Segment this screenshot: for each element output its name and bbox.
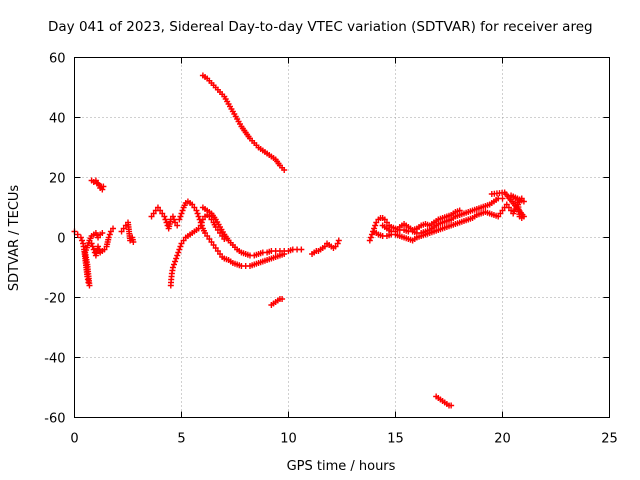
y-tick-label: 0 <box>57 232 65 247</box>
data-point <box>110 225 117 232</box>
track-low-9.5h <box>268 296 286 308</box>
x-tick-label: 10 <box>280 432 297 447</box>
track-low-17h <box>433 393 455 409</box>
data-point <box>172 258 179 265</box>
data-point <box>77 234 84 241</box>
data-point <box>177 213 184 220</box>
data-point <box>175 249 182 256</box>
data-point <box>488 191 495 197</box>
plot-frame <box>74 57 610 418</box>
data-point <box>279 296 286 302</box>
data-point <box>176 216 183 223</box>
data-point <box>100 183 107 190</box>
track-end-20-21h <box>488 189 527 221</box>
track-cluster-mid <box>379 207 463 235</box>
data-point <box>78 237 85 244</box>
data-point <box>298 246 305 253</box>
data-points <box>71 72 527 409</box>
data-point <box>169 264 176 271</box>
x-tick-label: 20 <box>494 432 511 447</box>
data-point <box>99 230 106 236</box>
data-point <box>178 210 185 217</box>
data-point <box>367 234 374 241</box>
data-point <box>448 402 455 409</box>
data-point <box>95 243 102 250</box>
track-upper-descent <box>199 72 288 173</box>
data-point <box>335 237 342 244</box>
data-point <box>99 186 106 193</box>
track-cluster-lower <box>371 209 502 244</box>
data-point <box>174 222 181 229</box>
data-point <box>281 167 288 173</box>
data-point <box>372 222 379 229</box>
track-loop-6h <box>199 204 305 259</box>
track-early-scatter <box>88 225 117 259</box>
data-point <box>198 222 205 229</box>
y-tick-label: -20 <box>44 292 65 307</box>
y-tick-label: 60 <box>49 52 66 67</box>
track-bump-4h <box>148 204 181 232</box>
data-point <box>334 240 341 247</box>
data-point <box>163 219 170 226</box>
chart-title: Day 041 of 2023, Sidereal Day-to-day VTE… <box>48 19 593 35</box>
track-segments-11-12h <box>309 237 342 257</box>
data-point <box>96 246 103 253</box>
data-point <box>196 216 203 223</box>
data-point <box>171 261 178 268</box>
y-tick-label: -40 <box>44 352 65 367</box>
data-point <box>456 207 463 214</box>
y-tick-label: 40 <box>49 112 66 127</box>
data-point <box>194 210 201 217</box>
x-tick-label: 5 <box>177 432 185 447</box>
data-point <box>171 216 178 223</box>
data-point <box>130 239 137 245</box>
data-point <box>193 207 200 214</box>
track-hump-5h <box>176 198 288 269</box>
axis-ticks: 0 5 10 15 20 25 -60 -40 -20 0 20 40 60 <box>44 52 618 447</box>
data-point <box>499 195 506 202</box>
data-point <box>197 219 204 226</box>
data-point <box>366 237 373 244</box>
data-point <box>74 231 81 238</box>
data-point <box>174 252 181 259</box>
y-tick-label: 20 <box>49 172 66 187</box>
data-point <box>162 216 169 223</box>
y-axis-label: SDTVAR / TECUs <box>7 185 22 292</box>
data-point <box>173 255 180 262</box>
data-point <box>88 240 95 247</box>
data-point <box>179 207 186 214</box>
data-point <box>169 213 176 220</box>
data-point <box>89 243 96 250</box>
x-tick-label: 15 <box>387 432 404 447</box>
data-point <box>177 243 184 250</box>
x-tick-label: 25 <box>601 432 618 447</box>
data-point <box>106 231 113 238</box>
y-tick-label: -60 <box>44 412 65 427</box>
x-axis-label: GPS time / hours <box>287 459 396 474</box>
data-point <box>176 246 183 253</box>
track-early-dip <box>71 228 106 289</box>
x-tick-label: 0 <box>70 432 78 447</box>
data-point <box>161 213 168 220</box>
data-point <box>195 213 202 220</box>
track-early-high <box>88 177 107 193</box>
data-point <box>90 246 97 253</box>
data-point <box>105 234 112 241</box>
track-short-2h <box>118 219 137 245</box>
